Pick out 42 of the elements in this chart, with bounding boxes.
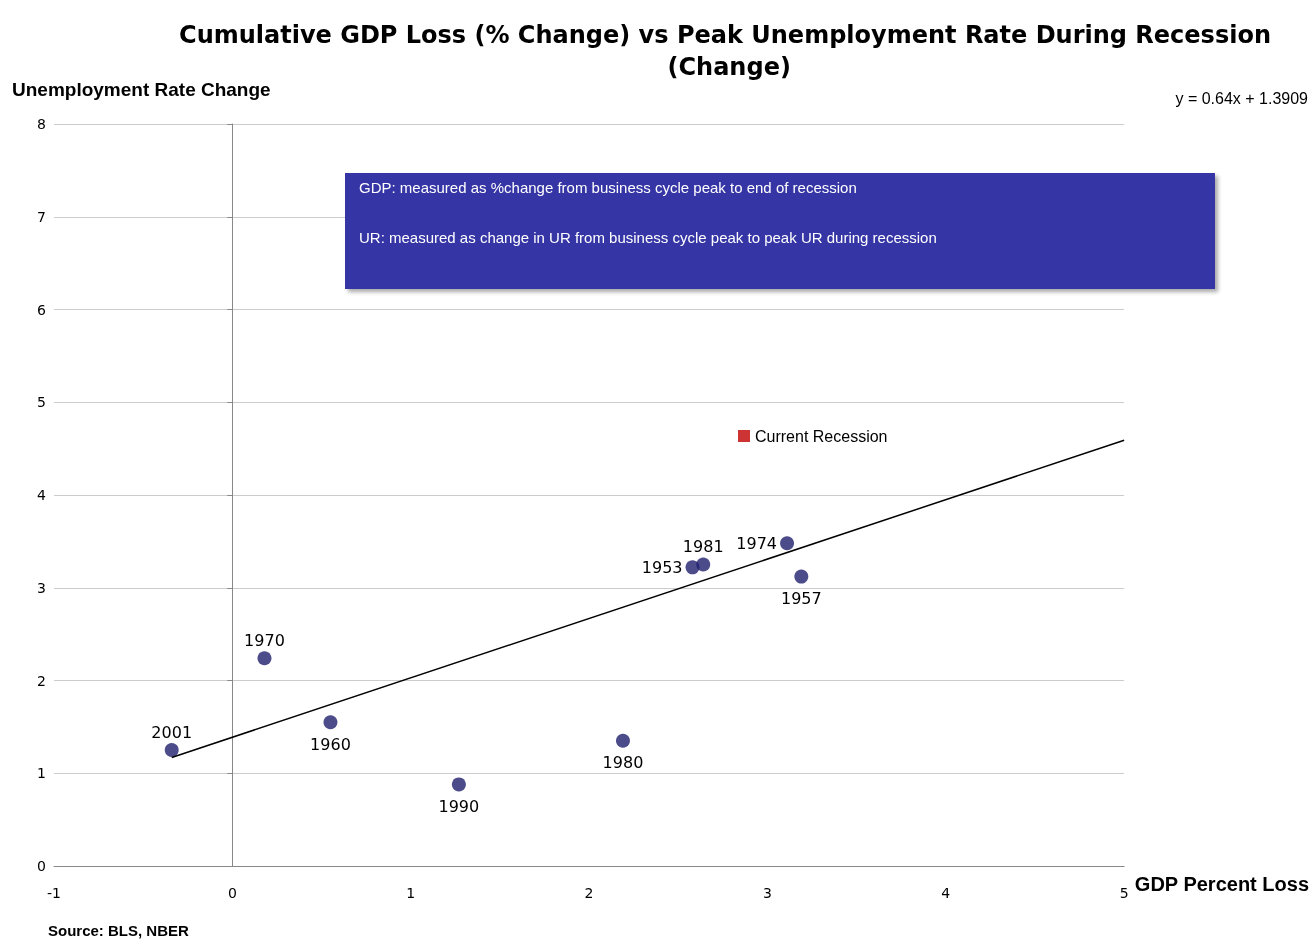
point (615, 733, 630, 748)
point (323, 715, 338, 730)
y-tick-label: 6 (37, 301, 47, 318)
point (164, 743, 179, 758)
y-tick-label: 4 (37, 487, 47, 503)
annotation: 1980 (602, 753, 644, 773)
annotation: 1960 (310, 734, 351, 754)
annotation: 1974 (736, 533, 778, 553)
y-tick-label: 7 (37, 208, 46, 225)
point (257, 651, 272, 666)
annotation: 1957 (780, 589, 822, 609)
x-tick-label: 1 (406, 885, 416, 901)
y-tick-label: 5 (37, 394, 46, 411)
x-tick-label: -1 (47, 885, 61, 901)
point (780, 536, 795, 551)
y-axis-title: Unemployment Rate Change (12, 79, 271, 100)
note-box: GDP: measured as %change from business cycle peak to end of recession UR: measured as change in UR from business cycle peak to peak UR during recession (345, 173, 1215, 289)
x-tick-label: 4 (941, 885, 951, 901)
x-tick-label: 0 (227, 885, 237, 901)
annotation: 1981 (682, 537, 724, 557)
x-tick-label: 2 (584, 885, 594, 901)
annotation: 1970 (244, 630, 285, 650)
y-tick-label: 8 (37, 116, 46, 132)
source-note: Source: BLS, NBER (48, 922, 190, 939)
legend-label: Current Recession (755, 427, 888, 445)
chart-title: Cumulative GDP Loss (% Change) vs Peak Unemployment Rate During Recession (Change) (179, 21, 1271, 81)
text: y = 0.64x + 1.3909 (1175, 89, 1309, 107)
point (696, 557, 711, 572)
annotation: UR: measured as change in UR from business cycle peak to peak UR during recession (359, 229, 937, 246)
y-tick-label: 1 (37, 765, 46, 782)
point (794, 569, 809, 584)
annotation: GDP: measured as %change from business cycle peak to end of recession (359, 179, 857, 196)
point (451, 777, 466, 792)
annotation: 1990 (438, 796, 480, 816)
x-tick-label: 3 (762, 885, 772, 901)
annotation: 1953 (641, 557, 683, 577)
y-tick-label: 3 (37, 579, 46, 596)
x-axis-title: GDP Percent Loss (1134, 873, 1309, 895)
y-tick-label: 2 (37, 672, 46, 689)
x-tick-label: 5 (1119, 885, 1129, 901)
y-tick-label: 0 (37, 858, 46, 874)
annotation: 2001 (151, 722, 193, 742)
